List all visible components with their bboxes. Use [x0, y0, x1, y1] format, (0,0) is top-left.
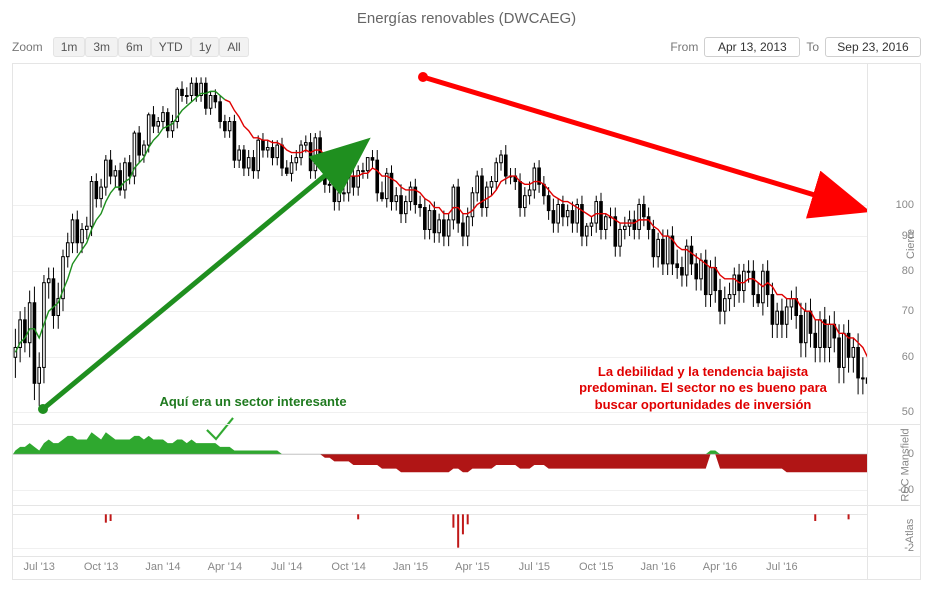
zoom-label: Zoom [12, 40, 43, 54]
x-tick: Oct '14 [331, 561, 366, 573]
price-ytick: 50 [902, 406, 914, 418]
x-tick: Apr '14 [208, 561, 243, 573]
x-tick: Jul '13 [23, 561, 54, 573]
x-tick: Oct '13 [84, 561, 119, 573]
x-tick: Jul '15 [519, 561, 550, 573]
from-date-input[interactable]: Apr 13, 2013 [704, 37, 800, 57]
zoom-1y-button[interactable]: 1y [191, 37, 220, 57]
zoom-3m-button[interactable]: 3m [85, 37, 118, 57]
to-label: To [806, 40, 819, 54]
price-ytick: 90 [902, 230, 914, 242]
atlas-ytick: -2 [904, 542, 914, 554]
zoom-group: Zoom 1m3m6mYTD1yAll [12, 40, 249, 54]
price-ytick: 60 [902, 351, 914, 363]
zoom-all-button[interactable]: All [219, 37, 248, 57]
x-tick: Oct '15 [579, 561, 614, 573]
x-tick: Jan '15 [393, 561, 428, 573]
annotation-downtrend: La debilidad y la tendencia bajistapredo… [533, 364, 873, 413]
x-tick: Jan '14 [145, 561, 180, 573]
x-axis: Jul '13 Oct '13 Jan '14 Apr '14 Jul '14 Oct '… [13, 556, 920, 579]
range-group: From Apr 13, 2013 To Sep 23, 2016 [670, 37, 921, 57]
price-ytick: 100 [896, 199, 914, 211]
x-tick: Jul '16 [766, 561, 797, 573]
zoom-ytd-button[interactable]: YTD [151, 37, 191, 57]
zoom-6m-button[interactable]: 6m [118, 37, 151, 57]
toolbar: Zoom 1m3m6mYTD1yAll From Apr 13, 2013 To… [12, 37, 921, 57]
zoom-1m-button[interactable]: 1m [53, 37, 86, 57]
x-tick: Jan '16 [641, 561, 676, 573]
x-tick: Apr '16 [703, 561, 738, 573]
atlas-panel[interactable]: Atlas-2 [13, 505, 920, 556]
price-panel[interactable]: Aquí era un sector interesante La debilid… [13, 64, 920, 424]
price-ytick: 70 [902, 305, 914, 317]
annotation-uptrend: Aquí era un sector interesante [93, 394, 413, 410]
chart-title: Energías renovables (DWCAEG) [12, 10, 921, 27]
x-tick: Apr '15 [455, 561, 490, 573]
price-ytick: 80 [902, 265, 914, 277]
x-tick: Jul '14 [271, 561, 302, 573]
rsc-ytick: 0 [908, 448, 914, 460]
rsc-panel[interactable]: RSC Mansfield0-10 [13, 424, 920, 505]
to-date-input[interactable]: Sep 23, 2016 [825, 37, 921, 57]
atlas-axis-label: Atlas [904, 519, 916, 543]
from-label: From [670, 40, 698, 54]
rsc-ytick: -10 [898, 484, 914, 496]
